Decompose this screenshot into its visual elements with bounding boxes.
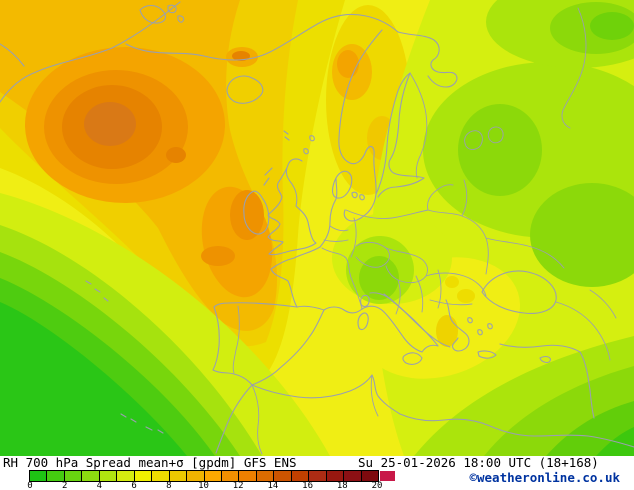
colorbar-tick: 8 <box>166 481 172 490</box>
contour-green-topright-dark <box>590 12 634 40</box>
border-germany-east <box>350 217 357 258</box>
contour-green-russia-south <box>530 183 634 287</box>
colorbar-tick: 10 <box>198 481 209 490</box>
coastline-greenland <box>0 1 181 103</box>
coastline-arctic-norway <box>125 13 399 61</box>
coastline-greece <box>445 299 497 359</box>
contour-green-sw-5 <box>0 302 187 456</box>
contour-orange-ireland-core <box>230 190 264 240</box>
colorbar-segment <box>117 471 135 481</box>
colorbar-segment <box>187 471 205 481</box>
colorbar-tick: 12 <box>232 481 244 490</box>
coastline-norway-west <box>338 29 383 222</box>
colorbar-overflow-segment <box>380 471 395 481</box>
contour-gold-aegean-1 <box>457 289 475 303</box>
coastline-turkey-levant <box>499 343 595 419</box>
contour-gold-aegean-2 <box>445 276 459 288</box>
coastline-great-britain <box>263 135 317 256</box>
colorbar-segment <box>344 471 362 481</box>
coastline-blacksea <box>481 270 557 314</box>
contour-orange-lofoten-core <box>232 51 250 61</box>
coastline-kola-whitesea <box>397 31 458 88</box>
colorbar-segment <box>326 471 345 481</box>
coastlines <box>0 1 634 454</box>
colorbar-tick: 16 <box>302 481 314 490</box>
valid-time: Su 25-01-2026 18:00 UTC (18+168) <box>358 455 599 470</box>
colorbar-segment <box>99 471 118 481</box>
country-borders <box>232 7 617 455</box>
border-france-east <box>321 247 363 310</box>
colorbar-segment <box>30 471 48 481</box>
coastline-atlantic-islands <box>85 280 164 434</box>
colorbar-segment <box>134 471 153 481</box>
colorbar-tick: 6 <box>131 481 137 490</box>
colorbar-segment <box>204 471 222 481</box>
border-romania-bulgaria <box>425 272 487 306</box>
coastline-islands-med <box>357 294 423 365</box>
colorbar-tick: 4 <box>96 481 103 490</box>
contour-orange-core <box>84 102 136 146</box>
border-ukraine-belarus <box>427 179 565 275</box>
coastline-faroe <box>283 130 290 141</box>
colorbar-segment <box>361 471 379 481</box>
border-finland-russia <box>409 72 428 179</box>
coastline-france-west <box>270 246 321 308</box>
coastline-svalbard <box>139 4 185 24</box>
colorbar-tick: 14 <box>267 481 279 490</box>
colorbar-tick: 0 <box>27 481 33 490</box>
coastline-denmark <box>331 170 365 201</box>
colorbar-segment <box>152 471 170 481</box>
border-caucasus <box>555 289 617 361</box>
coastline-lowcountries <box>319 177 338 248</box>
border-north-africa <box>251 374 379 455</box>
colorbar-tick: 18 <box>336 481 348 490</box>
colorbar <box>29 470 379 482</box>
contour-orange-biscay-core <box>201 246 235 266</box>
coastline-adriatic-balkan <box>383 293 451 348</box>
colorbar-segment <box>64 471 83 481</box>
colorbar-tick: 2 <box>61 481 68 490</box>
weather-map <box>0 0 634 456</box>
contour-fills <box>0 0 634 456</box>
credit-text: ©weatheronline.co.uk <box>469 470 620 485</box>
border-czech <box>355 241 390 268</box>
contour-gold-ionian <box>436 315 458 347</box>
colorbar-segment <box>47 471 65 481</box>
contour-green-central-core <box>359 256 399 300</box>
lakes-russia <box>464 126 504 150</box>
contour-green-russia-core <box>458 104 542 196</box>
colorbar-tick-labels: 0 2 4 6 8 10 12 14 16 18 20 <box>0 481 420 490</box>
colorbar-segment <box>169 471 188 481</box>
border-russia-north <box>561 7 587 129</box>
contour-orange-norway <box>337 50 359 78</box>
colorbar-segment <box>309 471 327 481</box>
colorbar-segment <box>256 471 275 481</box>
coastline-iceland <box>226 75 264 104</box>
border-low-countries <box>323 225 349 242</box>
map-title: RH 700 hPa Spread mean+σ [gpdm] GFS ENS <box>3 455 297 470</box>
coastline-ireland <box>243 190 270 235</box>
colorbar-segment <box>239 471 257 481</box>
colorbar-segment <box>274 471 292 481</box>
coastline-iberia <box>212 302 363 386</box>
coastline-bothnia-finland <box>375 72 425 198</box>
colorbar-tick: 20 <box>371 481 383 490</box>
colorbar-segment <box>82 471 100 481</box>
coastline-north-africa <box>215 374 634 454</box>
colorbar-segment <box>221 471 240 481</box>
colorbar-segment <box>291 471 310 481</box>
border-iberia <box>232 305 325 374</box>
contour-orange-satellite <box>166 147 186 163</box>
